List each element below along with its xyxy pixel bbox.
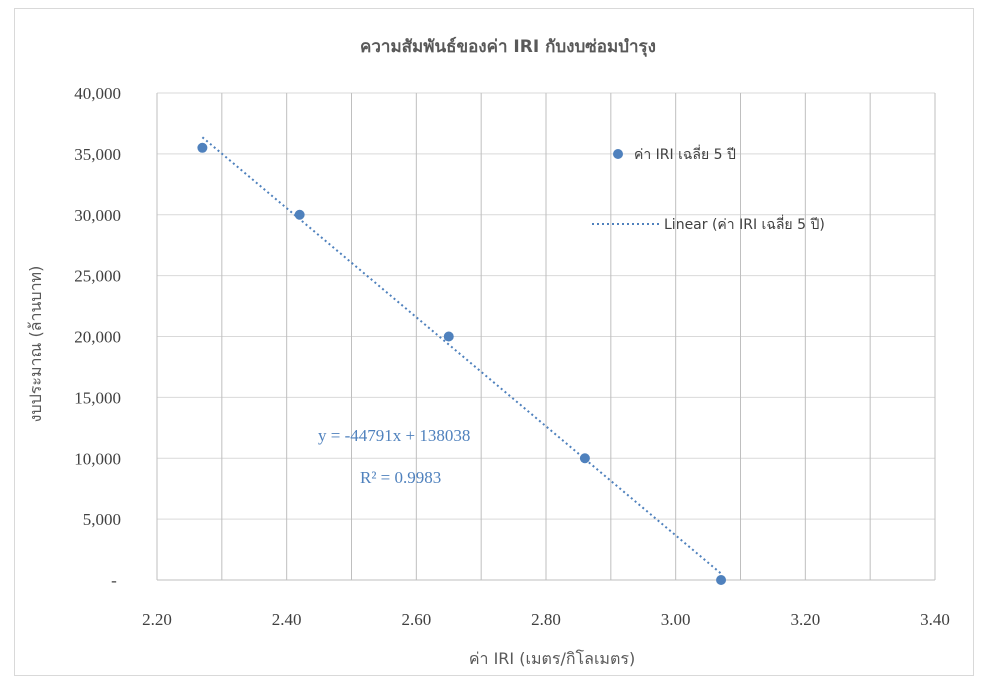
trendline-r-squared: R² = 0.9983 bbox=[360, 468, 441, 487]
x-tick-label: 2.80 bbox=[531, 610, 561, 629]
legend-label-series: ค่า IRI เฉลี่ย 5 ปี bbox=[634, 145, 736, 163]
trendline bbox=[201, 136, 722, 575]
legend-label-trendline: Linear (ค่า IRI เฉลี่ย 5 ปี) bbox=[664, 215, 825, 233]
chart-title: ความสัมพันธ์ของค่า IRI กับงบซ่อมบำรุง bbox=[360, 36, 656, 57]
trendline-group bbox=[201, 136, 722, 575]
y-tick-label: 40,000 bbox=[74, 84, 121, 103]
x-tick-label: 3.00 bbox=[661, 610, 691, 629]
y-tick-label: 30,000 bbox=[74, 206, 121, 225]
y-tick-label: 5,000 bbox=[83, 510, 121, 529]
data-point bbox=[294, 209, 305, 220]
grid-lines bbox=[156, 92, 936, 581]
y-tick-labels: - 5,000 10,000 15,000 20,000 25,000 30,000 35,0… bbox=[74, 84, 121, 590]
data-points bbox=[197, 142, 727, 585]
scatter-chart: ความสัมพันธ์ของค่า IRI กับงบซ่อมบำรุง - 5… bbox=[26, 36, 950, 668]
data-point bbox=[197, 142, 208, 153]
x-tick-labels: 2.20 2.40 2.60 2.80 3.00 3.20 3.40 bbox=[142, 610, 950, 629]
x-tick-label: 3.20 bbox=[790, 610, 820, 629]
y-tick-label: 25,000 bbox=[74, 267, 121, 286]
data-point bbox=[443, 331, 454, 342]
y-tick-label: 10,000 bbox=[74, 449, 121, 468]
y-tick-label: 35,000 bbox=[74, 145, 121, 164]
trendline-equation: y = -44791x + 138038 bbox=[318, 426, 470, 445]
x-tick-label: 3.40 bbox=[920, 610, 950, 629]
y-tick-label: 20,000 bbox=[74, 328, 121, 347]
legend-marker-scatter bbox=[613, 149, 623, 159]
x-axis-title: ค่า IRI (เมตร/กิโลเมตร) bbox=[469, 649, 635, 668]
y-tick-label: 15,000 bbox=[74, 388, 121, 407]
y-axis-title: งบประมาณ (ล้านบาท) bbox=[26, 266, 45, 423]
y-tick-label: - bbox=[111, 571, 117, 590]
data-point bbox=[716, 575, 727, 585]
data-point bbox=[579, 453, 590, 464]
chart-frame: ความสัมพันธ์ของค่า IRI กับงบซ่อมบำรุง - 5… bbox=[14, 8, 974, 676]
x-tick-label: 2.60 bbox=[401, 610, 431, 629]
legend: ค่า IRI เฉลี่ย 5 ปี Linear (ค่า IRI เฉลี… bbox=[592, 145, 825, 233]
x-tick-label: 2.20 bbox=[142, 610, 172, 629]
x-tick-label: 2.40 bbox=[272, 610, 302, 629]
